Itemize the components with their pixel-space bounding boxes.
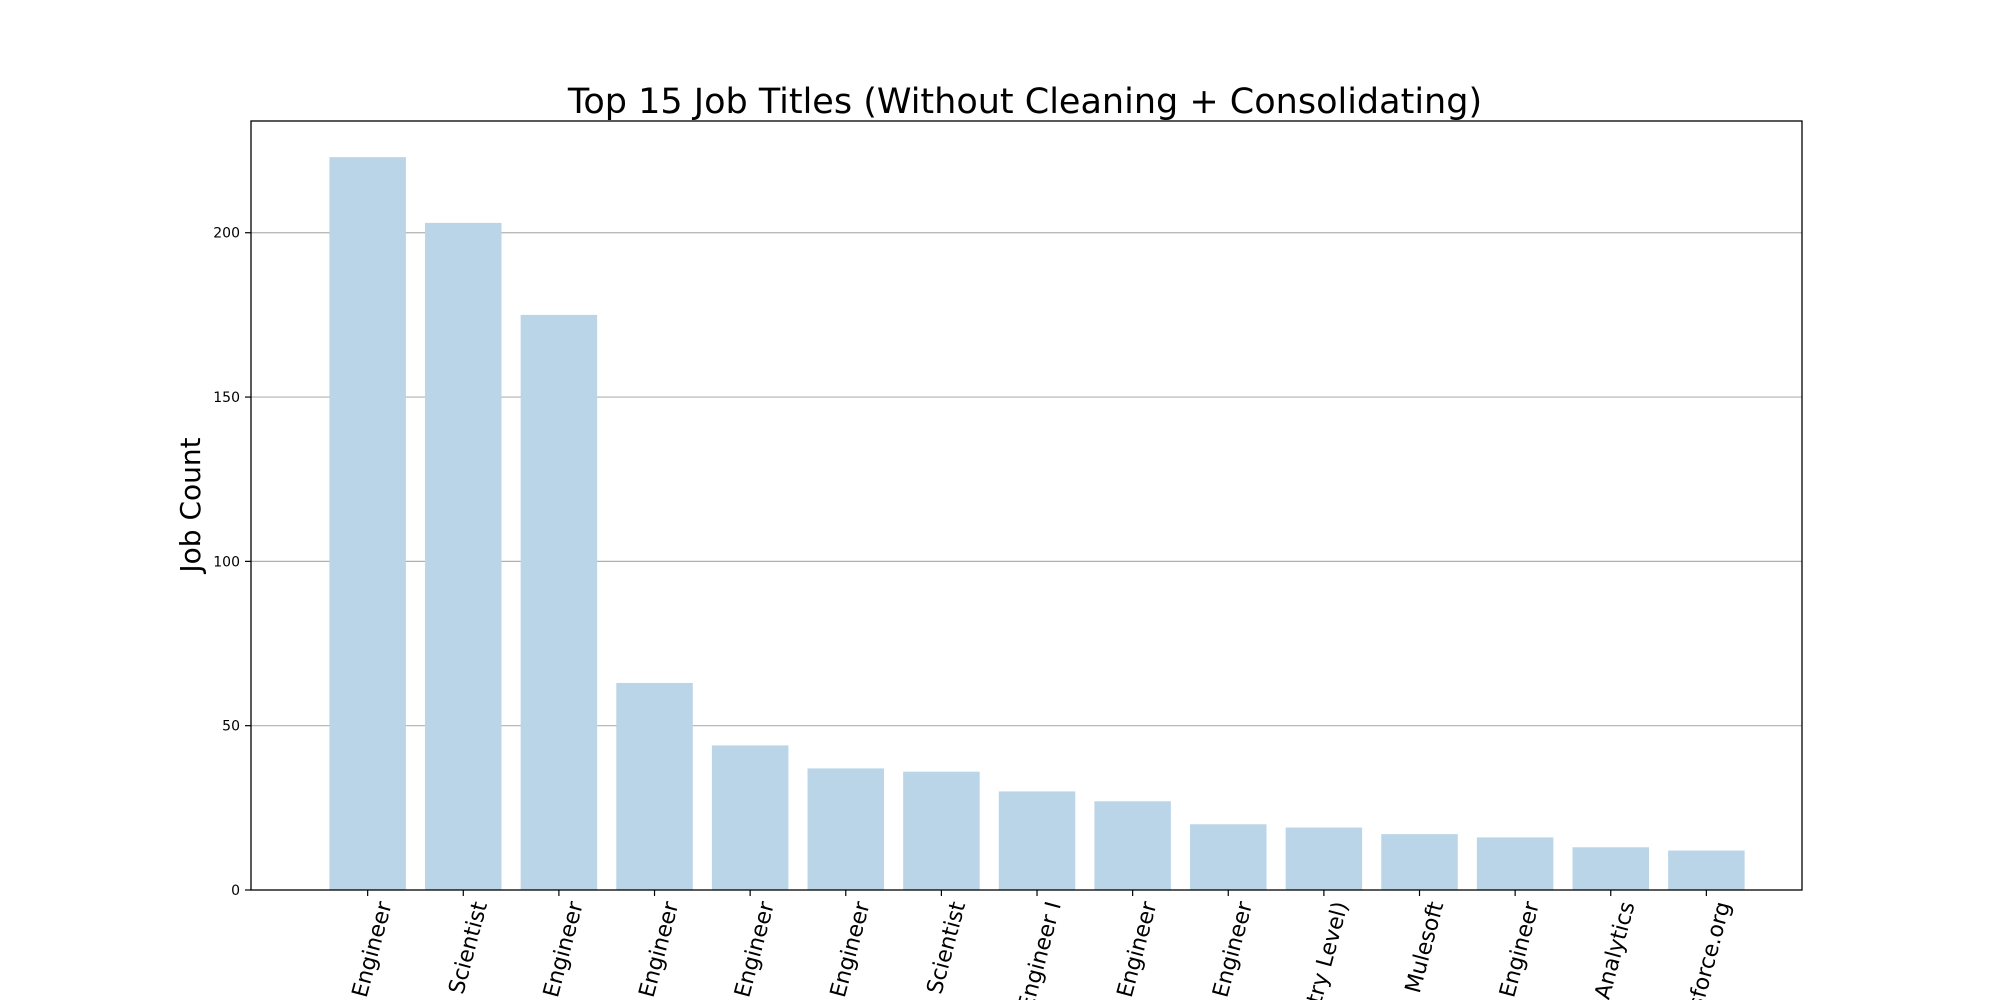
bar <box>1190 824 1267 890</box>
y-tick-label: 0 <box>231 883 240 899</box>
y-tick-label: 150 <box>213 390 240 406</box>
bar <box>1381 834 1458 890</box>
grid-lines <box>251 232 1802 727</box>
bar <box>1668 850 1745 890</box>
y-axis-label: Job Count <box>174 437 207 574</box>
bar <box>425 222 502 890</box>
bar <box>711 745 789 890</box>
bar <box>520 314 598 890</box>
bar <box>329 157 406 891</box>
bar <box>998 791 1076 890</box>
bar <box>616 682 693 890</box>
bar <box>1094 801 1171 890</box>
chart-title: Top 15 Job Titles (Without Cleaning + Co… <box>567 82 1482 122</box>
bars <box>329 157 1745 891</box>
y-axis-ticks: 0 50 100 150 200 <box>213 226 251 899</box>
plot-frame <box>250 120 1803 891</box>
bar <box>807 768 885 890</box>
bar <box>1476 837 1554 890</box>
y-tick-label: 100 <box>213 554 240 570</box>
bar <box>1285 827 1363 890</box>
y-tick-label: 200 <box>213 226 240 242</box>
bar <box>903 771 980 890</box>
y-tick-label: 50 <box>222 719 240 735</box>
bar <box>1572 847 1650 890</box>
